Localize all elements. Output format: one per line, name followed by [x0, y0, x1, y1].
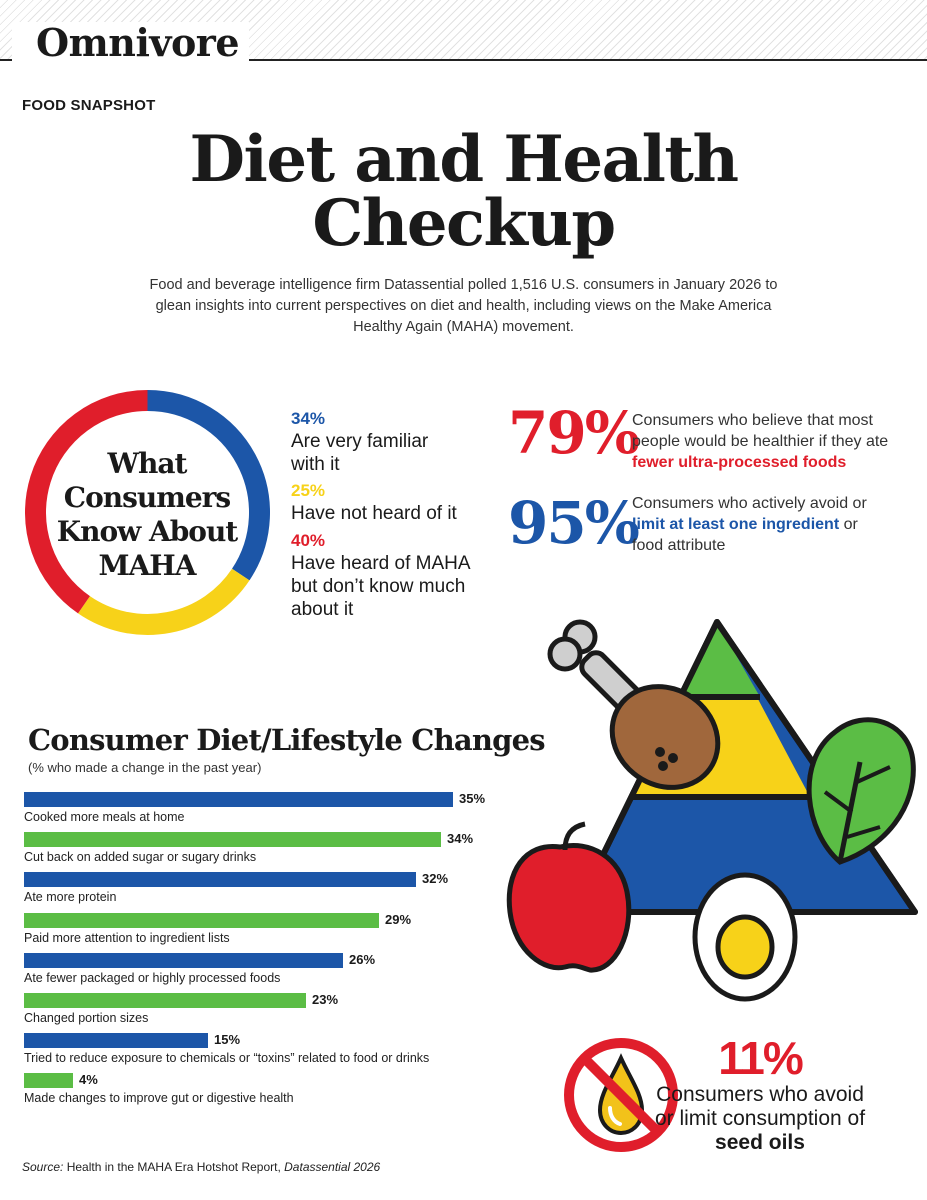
bar-category-label-8: Made changes to improve gut or digestive… — [24, 1091, 294, 1106]
stat-11-text-a: Consumers who avoid or limit consumption… — [654, 1083, 866, 1130]
bar-2 — [24, 832, 441, 848]
bar-value-label-2: 34% — [447, 831, 474, 847]
bar-7 — [24, 1033, 208, 1049]
bar-1 — [24, 792, 453, 807]
bar-category-label-2: Cut back on added sugar or sugary drinks — [24, 850, 257, 865]
maha-label-1: Are very familiar with it — [291, 431, 429, 475]
bar-value-label-3: 32% — [422, 871, 449, 887]
section-kicker: FOOD SNAPSHOT — [22, 97, 156, 114]
maha-donut-chart — [25, 390, 270, 635]
maha-legend-2: 25% Have not heard of it — [291, 480, 491, 525]
chart-subtitle: (% who made a change in the past year) — [28, 760, 262, 775]
stat-95-text-a: Consumers who actively avoid or — [632, 495, 867, 512]
bar-value-label-7: 15% — [214, 1032, 241, 1048]
bar-6 — [24, 993, 306, 1008]
bar-value-label-8: 4% — [79, 1072, 98, 1088]
stat-95-highlight: limit at least one ingredient — [632, 516, 840, 533]
pyramid-green-layer — [681, 622, 760, 697]
maha-pct-2: 25% — [291, 481, 326, 500]
stat-11-highlight: seed oils — [715, 1131, 805, 1154]
maha-ring-title: What Consumers Know About MAHA — [56, 447, 239, 582]
stat-79-highlight: fewer ultra-processed foods — [632, 454, 847, 471]
maha-legend-3: 40% Have heard of MAHA but don’t know mu… — [291, 530, 491, 621]
egg-icon — [692, 872, 798, 1002]
brand-logo: Omnivore — [12, 22, 249, 64]
stat-11-value: 11% — [718, 1032, 804, 1084]
source-prefix: Source: — [22, 1160, 64, 1174]
stat-79-text: Consumers who believe that most people w… — [632, 410, 892, 473]
bar-3 — [24, 872, 416, 888]
stat-95-text-c: or food attribute — [632, 516, 858, 554]
maha-legend-1: 34% Are very familiar with it — [291, 408, 491, 476]
stat-95-text: Consumers who actively avoid or limit at… — [632, 493, 892, 556]
no-seed-oil-icon — [564, 1038, 678, 1152]
maha-label-2: Have not heard of it — [291, 503, 457, 524]
maha-ring-segment-1 — [147, 390, 270, 581]
bar-value-label-5: 26% — [349, 951, 376, 967]
stat-79-value: 79% — [508, 399, 640, 467]
maha-label-3: Have heard of MAHA but don’t know much a… — [291, 553, 470, 620]
food-pyramid-illustration — [506, 619, 918, 1002]
source-publisher: Datassential 2026 — [284, 1160, 381, 1174]
source-text: Health in the MAHA Era Hotshot Report, — [63, 1160, 285, 1174]
source-note: Source: Health in the MAHA Era Hotshot R… — [22, 1160, 380, 1174]
page-title: Diet and Health Checkup — [0, 128, 927, 256]
maha-ring-segment-2 — [78, 568, 250, 635]
chart-title: Consumer Diet/Lifestyle Changes — [28, 723, 546, 757]
bar-category-label-6: Changed portion sizes — [24, 1011, 149, 1025]
bar-category-label-3: Ate more protein — [24, 890, 117, 905]
title-line-1: Diet and Health — [189, 122, 739, 197]
bar-5 — [24, 952, 343, 968]
title-line-2: Checkup — [312, 186, 616, 261]
stat-11: 11% Consumers who avoid or limit consump… — [650, 1033, 870, 1155]
bar-value-label-4: 29% — [385, 911, 412, 927]
stat-95-value: 95% — [508, 489, 640, 557]
bar-category-label-7: Tried to reduce exposure to chemicals or… — [24, 1051, 430, 1066]
leafy-green-icon — [806, 717, 916, 865]
drumstick-icon — [547, 619, 721, 790]
maha-pct-3: 40% — [291, 531, 326, 550]
bar-value-label-6: 23% — [312, 992, 339, 1007]
maha-ring-segment-3 — [25, 390, 148, 614]
bar-8 — [24, 1073, 73, 1089]
stat-11-text: Consumers who avoid or limit consumption… — [650, 1083, 870, 1155]
header-rule — [0, 59, 927, 61]
bar-category-label-4: Paid more attention to ingredient lists — [24, 930, 230, 945]
bar-value-label-1: 35% — [459, 791, 486, 806]
intro-paragraph: Food and beverage intelligence firm Data… — [149, 277, 778, 335]
apple-icon — [506, 821, 632, 973]
bar-category-label-5: Ate fewer packaged or highly processed f… — [24, 970, 281, 985]
maha-pct-1: 34% — [291, 409, 326, 428]
bar-category-label-1: Cooked more meals at home — [24, 810, 185, 824]
stat-79-text-a: Consumers who believe that most people w… — [632, 412, 889, 450]
bar-4 — [24, 912, 379, 928]
